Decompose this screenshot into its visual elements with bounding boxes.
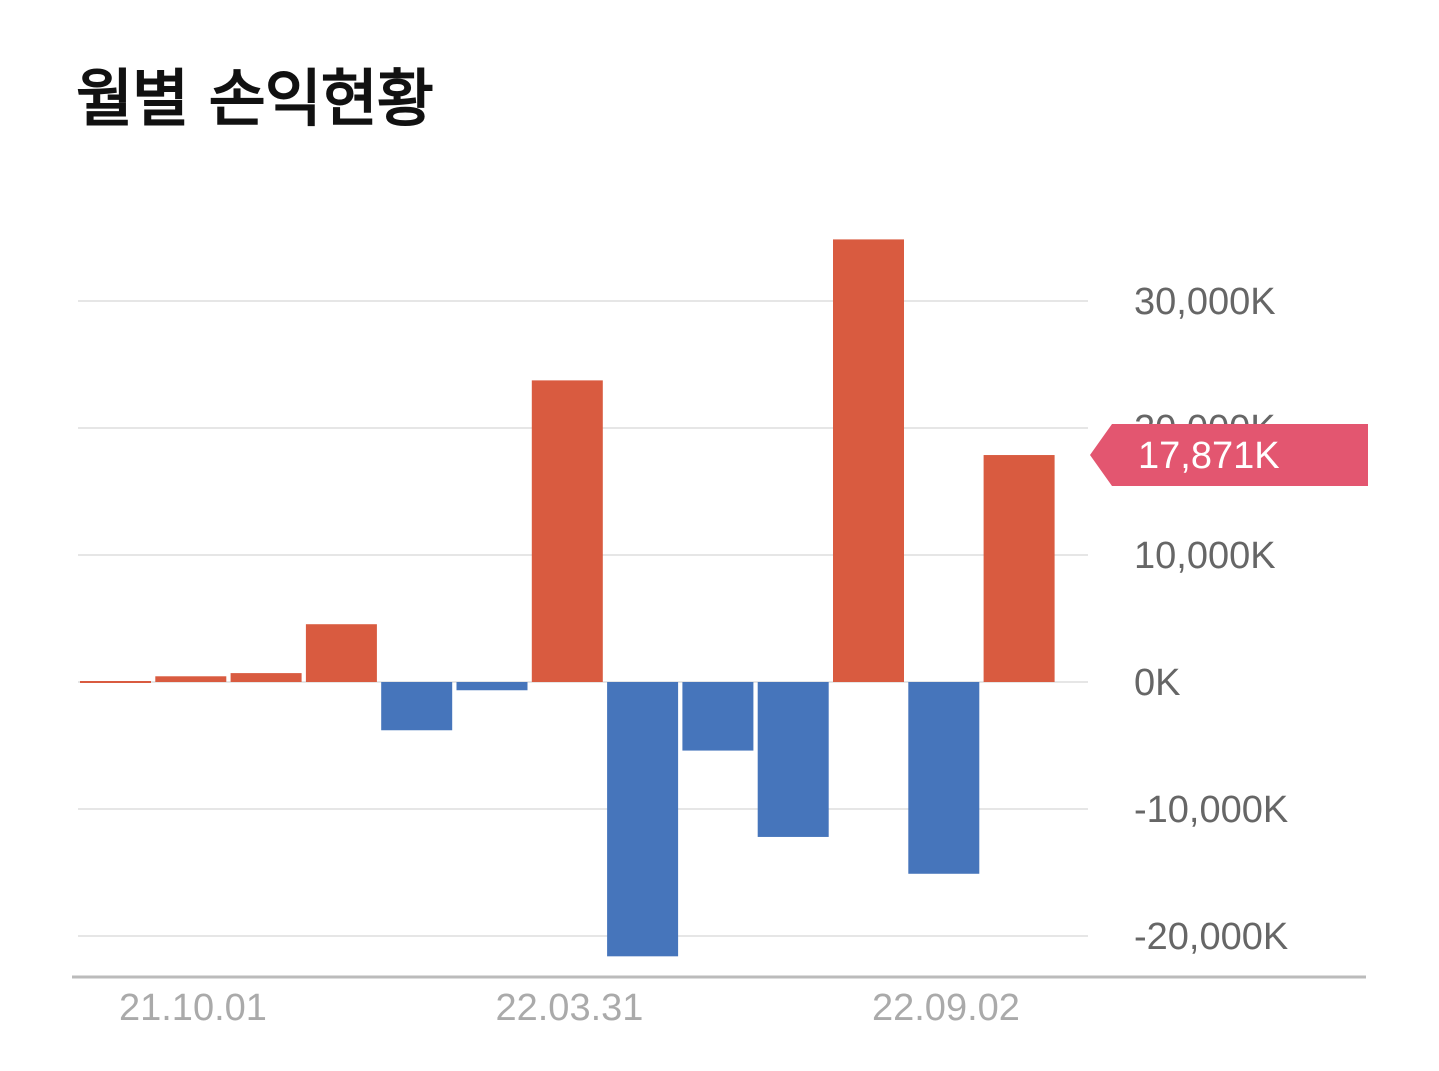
bar bbox=[155, 676, 227, 682]
x-tick-label: 22.03.31 bbox=[495, 987, 643, 1029]
y-tick-label: 30,000K bbox=[1134, 281, 1276, 323]
bar bbox=[381, 682, 453, 731]
bar bbox=[230, 673, 302, 682]
y-tick-label: 0K bbox=[1134, 662, 1180, 704]
x-tick-label: 21.10.01 bbox=[119, 987, 267, 1029]
bar bbox=[531, 380, 603, 682]
bar bbox=[456, 682, 528, 691]
callout-value-label: 17,871K bbox=[1138, 435, 1280, 477]
bar bbox=[757, 682, 829, 837]
callout-badge bbox=[1090, 424, 1368, 487]
bar bbox=[80, 681, 151, 683]
x-tick-labels: 21.10.01 22.03.31 22.09.02 bbox=[119, 987, 1020, 1029]
bar bbox=[983, 455, 1055, 682]
bar bbox=[607, 682, 679, 957]
bar bbox=[305, 624, 377, 682]
bars bbox=[80, 239, 1055, 957]
x-tick-label: 22.09.02 bbox=[872, 987, 1020, 1029]
bar bbox=[908, 682, 980, 874]
page-title: 월별 손익현황 bbox=[76, 62, 434, 135]
bar bbox=[682, 682, 754, 751]
y-tick-label: 10,000K bbox=[1134, 535, 1276, 577]
y-tick-label: -20,000K bbox=[1134, 916, 1288, 958]
bar bbox=[833, 239, 904, 682]
current-value-callout: 17,871K bbox=[1090, 424, 1368, 487]
y-tick-label: -10,000K bbox=[1134, 789, 1288, 831]
